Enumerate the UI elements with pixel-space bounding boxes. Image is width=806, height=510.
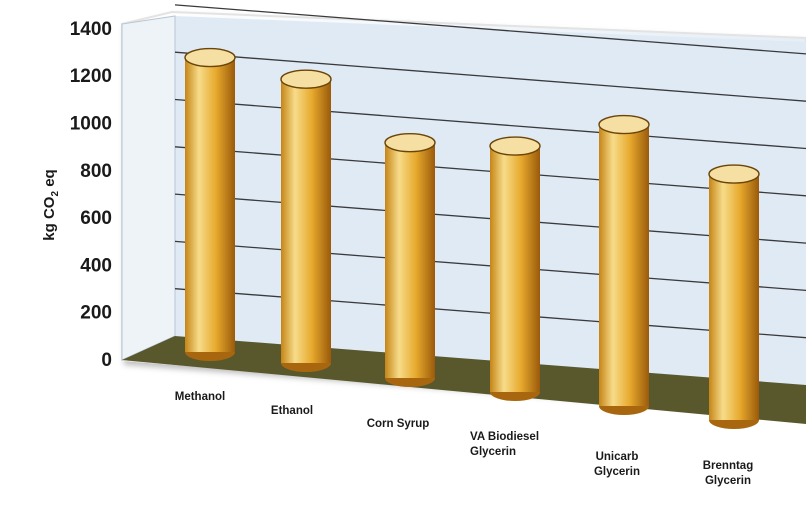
y-tick-label: 1200 bbox=[70, 66, 112, 87]
x-tick-label: Corn Syrup bbox=[367, 418, 430, 430]
y-tick-label: 1400 bbox=[70, 19, 112, 40]
bar-top bbox=[184, 47, 236, 68]
bar-base-fill bbox=[281, 354, 331, 363]
bar bbox=[489, 136, 541, 401]
x-tick-label: Methanol bbox=[175, 391, 225, 403]
bar bbox=[708, 164, 760, 429]
bar bbox=[384, 132, 436, 387]
bar-base-fill bbox=[490, 383, 540, 392]
y-tick-label: 800 bbox=[80, 161, 112, 182]
y-tick-label: 400 bbox=[80, 255, 112, 276]
x-tick-label: Brenntag Glycerin bbox=[703, 460, 753, 487]
x-tick-label: Unicarb Glycerin bbox=[594, 451, 640, 478]
y-tick-label: 1000 bbox=[70, 114, 112, 135]
y-tick-label: 600 bbox=[80, 208, 112, 229]
bar-base-fill bbox=[599, 397, 649, 406]
bar-body bbox=[281, 79, 331, 363]
x-tick-label: VA Biodiesel Glycerin bbox=[470, 431, 539, 458]
bar-top bbox=[489, 136, 541, 156]
x-axis-labels: Methanol Ethanol Corn Syrup VA Biodiesel Gly… bbox=[175, 391, 753, 487]
bar-body bbox=[709, 174, 759, 420]
bar-top bbox=[280, 69, 332, 89]
bar-body bbox=[385, 142, 435, 378]
y-tick-label: 200 bbox=[80, 303, 112, 324]
bar-body bbox=[599, 124, 649, 406]
bar-body bbox=[490, 146, 540, 392]
bar-body bbox=[185, 57, 235, 353]
y-axis-label: kg CO2 eq bbox=[41, 169, 61, 240]
bar-top bbox=[708, 164, 760, 184]
y-axis-ticks: 0 200 400 600 800 1000 1200 1400 bbox=[70, 19, 112, 371]
bar-top bbox=[384, 132, 436, 153]
x-tick-label: Ethanol bbox=[271, 405, 313, 417]
left-wall bbox=[121, 15, 176, 361]
bar bbox=[280, 69, 332, 372]
y-tick-label: 0 bbox=[101, 350, 112, 371]
bar-base-fill bbox=[385, 369, 435, 378]
bar bbox=[184, 47, 236, 361]
bar-base-fill bbox=[709, 411, 759, 420]
bar bbox=[598, 114, 650, 415]
gridline bbox=[174, 98, 806, 150]
gridline bbox=[174, 4, 806, 55]
bar-base-fill bbox=[185, 343, 235, 352]
bars bbox=[184, 47, 760, 429]
bar-top bbox=[598, 114, 650, 135]
gridline bbox=[174, 51, 806, 102]
